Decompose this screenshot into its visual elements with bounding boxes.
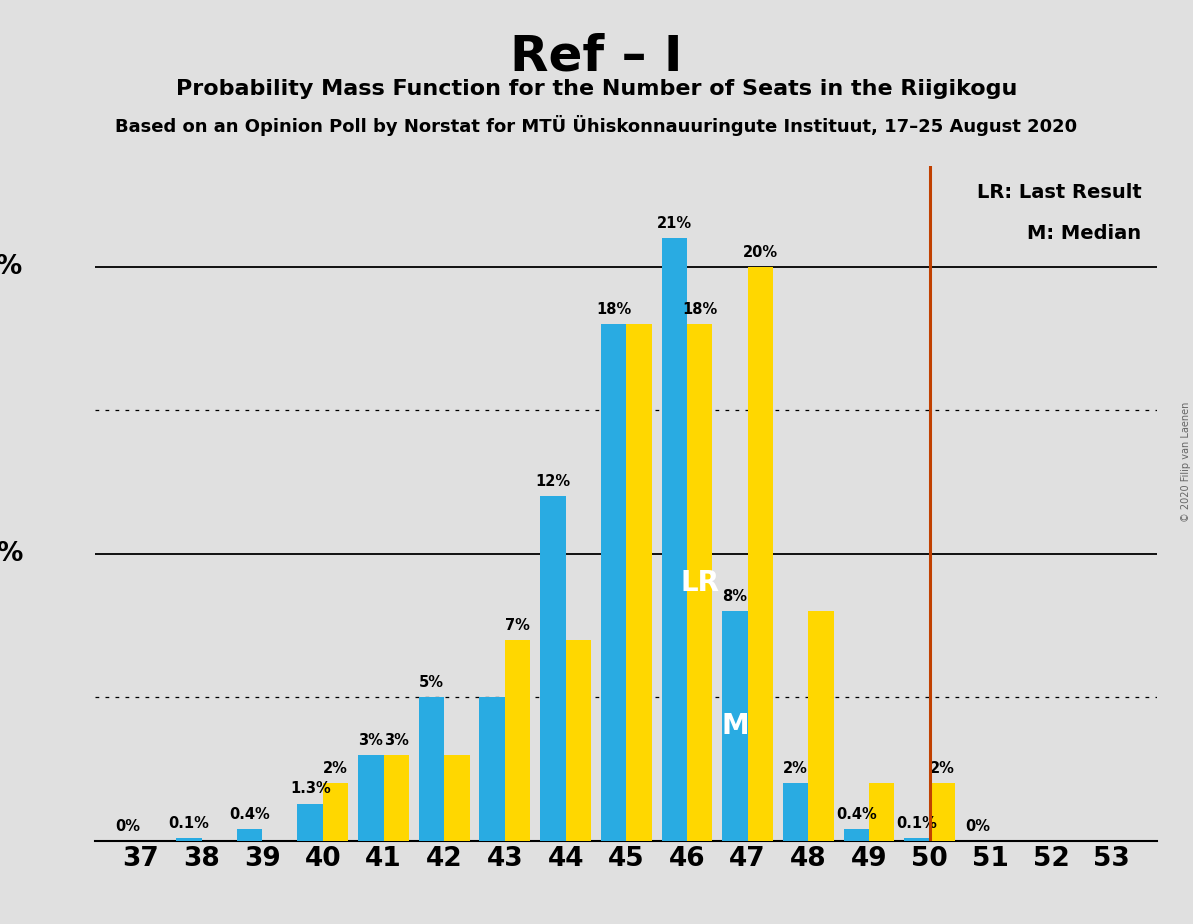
Text: 18%: 18%: [682, 302, 717, 317]
Bar: [419, 698, 444, 841]
Text: 18%: 18%: [596, 302, 631, 317]
Text: 0.1%: 0.1%: [168, 816, 209, 831]
Text: 2%: 2%: [931, 761, 954, 776]
Text: 0%: 0%: [965, 819, 990, 833]
Bar: [480, 698, 505, 841]
Text: 0%: 0%: [116, 819, 141, 833]
Text: 8%: 8%: [723, 589, 748, 604]
Bar: [722, 611, 748, 841]
Text: 20%: 20%: [743, 245, 778, 260]
Bar: [384, 755, 409, 841]
Bar: [869, 784, 895, 841]
Text: 0.4%: 0.4%: [229, 808, 270, 822]
Bar: [297, 804, 323, 841]
Text: 3%: 3%: [384, 733, 409, 748]
Text: 10%: 10%: [0, 541, 23, 566]
Text: 12%: 12%: [536, 474, 570, 489]
Bar: [929, 784, 956, 841]
Text: 2%: 2%: [783, 761, 808, 776]
Text: 0.1%: 0.1%: [896, 816, 938, 831]
Bar: [904, 838, 929, 841]
Text: M: Median: M: Median: [1027, 224, 1142, 243]
Bar: [505, 640, 531, 841]
Bar: [323, 784, 348, 841]
Bar: [661, 238, 687, 841]
Text: 7%: 7%: [506, 618, 530, 633]
Text: 0.4%: 0.4%: [836, 808, 877, 822]
Bar: [444, 755, 470, 841]
Text: 3%: 3%: [358, 733, 383, 748]
Text: Based on an Opinion Poll by Norstat for MTÜ Ühiskonnauuringute Instituut, 17–25 : Based on an Opinion Poll by Norstat for …: [116, 116, 1077, 137]
Bar: [626, 324, 651, 841]
Bar: [236, 830, 262, 841]
Text: Probability Mass Function for the Number of Seats in the Riigikogu: Probability Mass Function for the Number…: [175, 79, 1018, 99]
Bar: [748, 267, 773, 841]
Bar: [177, 838, 202, 841]
Bar: [809, 611, 834, 841]
Bar: [687, 324, 712, 841]
Bar: [601, 324, 626, 841]
Text: 1.3%: 1.3%: [290, 782, 330, 796]
Text: 2%: 2%: [323, 761, 348, 776]
Bar: [540, 496, 565, 841]
Bar: [783, 784, 809, 841]
Text: LR: Last Result: LR: Last Result: [977, 183, 1142, 202]
Bar: [565, 640, 592, 841]
Text: M: M: [721, 712, 749, 740]
Text: 20%: 20%: [0, 254, 23, 280]
Text: 5%: 5%: [419, 675, 444, 690]
Bar: [843, 830, 869, 841]
Text: 21%: 21%: [656, 216, 692, 231]
Text: © 2020 Filip van Laenen: © 2020 Filip van Laenen: [1181, 402, 1191, 522]
Text: LR: LR: [680, 568, 719, 597]
Bar: [358, 755, 384, 841]
Text: Ref – I: Ref – I: [511, 32, 682, 80]
